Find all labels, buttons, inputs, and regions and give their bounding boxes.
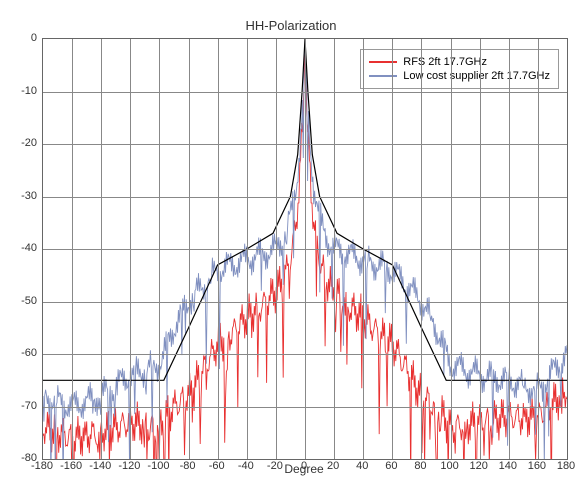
x-tick-label: 40	[356, 460, 368, 472]
gridline-v	[218, 39, 219, 459]
y-tick-label: -60	[21, 347, 37, 359]
y-tick-label: -40	[21, 242, 37, 254]
x-tick-label: 160	[528, 460, 546, 472]
gridline-v	[421, 39, 422, 459]
gridline-v	[159, 39, 160, 459]
y-tick-label: -10	[21, 85, 37, 97]
y-axis: 0-10-20-30-40-50-60-70-80	[10, 38, 40, 458]
x-tick-label: 20	[327, 460, 339, 472]
x-tick-label: 80	[414, 460, 426, 472]
plot-area: RFS 2ft 17.7GHz Low cost supplier 2ft 17.…	[42, 38, 568, 460]
gridline-v	[72, 39, 73, 459]
x-tick-label: 60	[385, 460, 397, 472]
x-tick-label: 120	[469, 460, 487, 472]
legend-label: Low cost supplier 2ft 17.7GHz	[403, 70, 550, 82]
chart-title: HH-Polarization	[10, 18, 572, 33]
gridline-v	[305, 39, 306, 459]
gridline-v	[276, 39, 277, 459]
x-tick-label: -100	[147, 460, 169, 472]
gridline-v	[189, 39, 190, 459]
x-tick-label: 100	[440, 460, 458, 472]
gridline-v	[480, 39, 481, 459]
gridline-v	[247, 39, 248, 459]
y-tick-label: 0	[31, 32, 37, 44]
legend-label: RFS 2ft 17.7GHz	[403, 56, 487, 68]
y-tick-label: -30	[21, 190, 37, 202]
gridline-v	[538, 39, 539, 459]
legend-item: RFS 2ft 17.7GHz	[369, 56, 550, 68]
gridline-v	[101, 39, 102, 459]
x-tick-label: -20	[267, 460, 283, 472]
legend-item: Low cost supplier 2ft 17.7GHz	[369, 70, 550, 82]
y-tick-label: -70	[21, 400, 37, 412]
gridline-v	[130, 39, 131, 459]
y-tick-label: -20	[21, 137, 37, 149]
gridline-v	[363, 39, 364, 459]
hh-polarization-chart: HH-Polarization 0 -10 -20 -30 -40 -50 -60 -70 -8…	[10, 10, 572, 494]
x-tick-label: -60	[209, 460, 225, 472]
legend: RFS 2ft 17.7GHz Low cost supplier 2ft 17.…	[360, 49, 559, 89]
x-tick-label: 180	[557, 460, 575, 472]
x-tick-label: -160	[60, 460, 82, 472]
gridline-v	[334, 39, 335, 459]
x-axis: Degree -180-160-140-120-100-80-60-40-200…	[42, 458, 566, 478]
x-tick-label: -180	[31, 460, 53, 472]
y-tick-label: -50	[21, 295, 37, 307]
gridline-v	[509, 39, 510, 459]
x-tick-label: -80	[180, 460, 196, 472]
gridline-v	[392, 39, 393, 459]
x-tick-label: -40	[238, 460, 254, 472]
x-tick-label: 140	[499, 460, 517, 472]
x-tick-label: -120	[118, 460, 140, 472]
gridline-v	[451, 39, 452, 459]
x-tick-label: -140	[89, 460, 111, 472]
x-tick-label: 0	[301, 460, 307, 472]
